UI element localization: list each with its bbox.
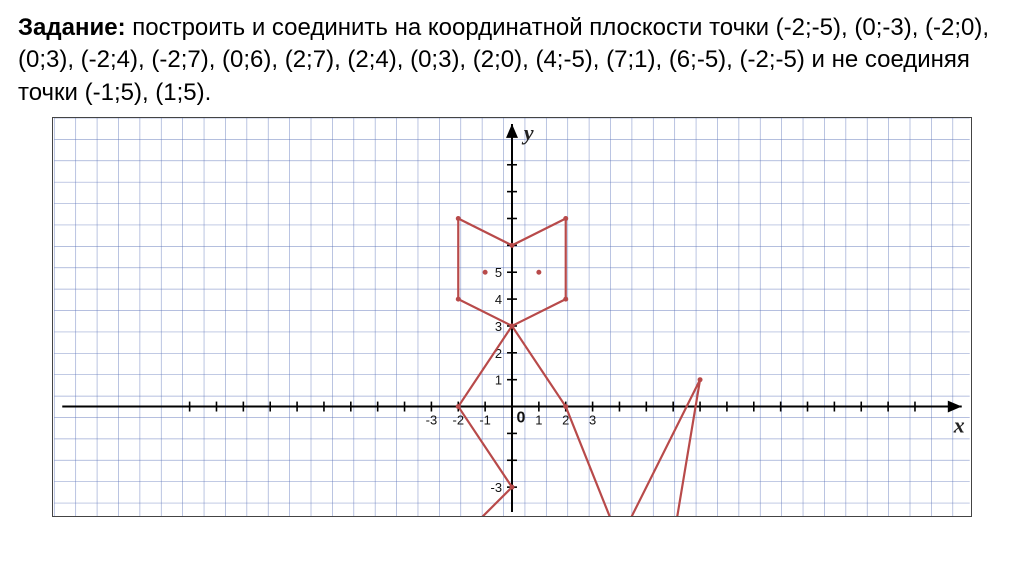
svg-text:-2: -2 [453,413,465,428]
task-paragraph: Задание: построить и соединить на коорди… [18,12,1006,109]
svg-text:0: 0 [517,410,526,427]
task-body: построить и соединить на координатной пл… [18,14,989,106]
svg-text:-3: -3 [491,480,503,495]
svg-text:1: 1 [535,413,542,428]
chart-container: -3-2-112312345-30xy [18,117,1006,517]
svg-text:3: 3 [589,413,596,428]
coordinate-chart: -3-2-112312345-30xy [52,117,972,517]
svg-text:y: y [521,120,534,145]
svg-text:5: 5 [495,265,502,280]
svg-text:4: 4 [495,292,502,307]
svg-text:x: x [953,413,965,438]
task-label: Задание: [18,14,126,41]
svg-text:1: 1 [495,373,502,388]
svg-text:-3: -3 [426,413,438,428]
svg-text:-1: -1 [479,413,491,428]
